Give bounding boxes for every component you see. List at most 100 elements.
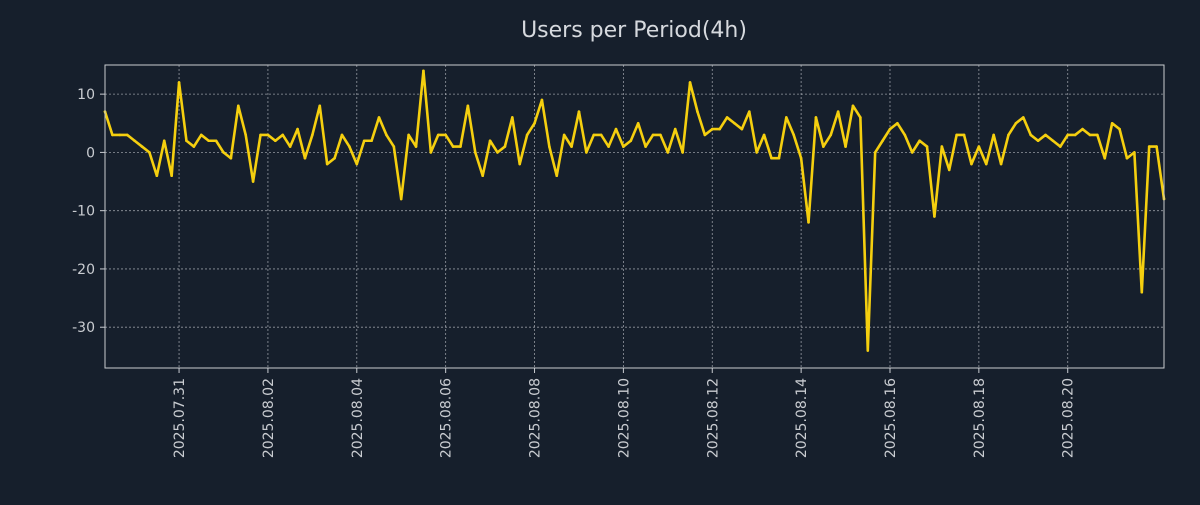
- data-point: [422, 69, 425, 73]
- data-point: [1059, 145, 1062, 148]
- data-point: [355, 162, 359, 166]
- data-point: [718, 127, 721, 131]
- data-point: [540, 98, 544, 102]
- data-point: [599, 133, 603, 137]
- data-point: [703, 133, 707, 137]
- data-point: [866, 349, 870, 352]
- data-point: [570, 145, 573, 148]
- chart-title: Users per Period(4h): [521, 18, 747, 43]
- data-point: [1021, 116, 1025, 119]
- data-point: [1147, 145, 1151, 148]
- data-point: [370, 139, 373, 143]
- data-point: [762, 133, 766, 137]
- data-point: [562, 133, 566, 137]
- data-point: [488, 139, 492, 143]
- data-point: [140, 145, 144, 148]
- data-point: [1029, 133, 1032, 137]
- data-point: [785, 116, 788, 119]
- data-point: [622, 145, 625, 148]
- data-point: [525, 133, 529, 137]
- data-point: [1007, 133, 1010, 137]
- data-point: [1014, 121, 1018, 125]
- data-point: [992, 133, 995, 137]
- y-tick-label: 10: [77, 87, 95, 103]
- data-point: [955, 133, 958, 137]
- data-point: [274, 139, 277, 143]
- data-point: [1066, 133, 1070, 137]
- data-point: [777, 156, 781, 160]
- data-point: [696, 110, 699, 113]
- data-point: [237, 104, 240, 108]
- x-tick-label: 2025.08.18: [972, 378, 988, 458]
- data-point: [496, 151, 499, 154]
- data-point: [814, 116, 818, 119]
- data-point: [111, 133, 114, 137]
- data-point: [214, 139, 218, 143]
- data-point: [192, 145, 196, 148]
- data-point: [1118, 127, 1121, 131]
- data-point: [999, 162, 1003, 166]
- x-tick-label: 2025.08.20: [1061, 378, 1077, 458]
- data-point: [207, 139, 210, 143]
- data-point: [903, 133, 907, 137]
- data-point: [444, 133, 447, 137]
- data-point: [970, 162, 973, 166]
- data-point: [296, 127, 299, 131]
- data-point: [614, 127, 618, 131]
- data-point: [1044, 133, 1047, 137]
- data-point: [1051, 139, 1055, 143]
- data-point: [451, 145, 455, 148]
- data-point: [436, 133, 440, 137]
- data-point: [333, 156, 336, 160]
- data-point: [947, 168, 951, 172]
- data-point: [644, 145, 647, 148]
- x-tick-label: 2025.08.08: [528, 378, 544, 458]
- data-point: [1073, 133, 1077, 137]
- data-point: [288, 145, 292, 148]
- data-point: [1036, 139, 1040, 143]
- data-point: [807, 221, 810, 224]
- data-point: [710, 127, 714, 131]
- series-layer: [103, 69, 1166, 352]
- data-point: [910, 151, 914, 154]
- data-point: [1088, 133, 1092, 137]
- x-axis-ticks: 2025.07.31 2025.08.02 2025.08.04 2025.08.06…: [172, 368, 1077, 458]
- data-point: [244, 133, 248, 137]
- data-point: [533, 121, 536, 125]
- data-point: [725, 116, 729, 119]
- y-tick-label: -10: [72, 204, 95, 220]
- data-point: [155, 174, 159, 178]
- data-point: [607, 145, 610, 148]
- data-point: [962, 133, 966, 137]
- data-point: [162, 139, 166, 143]
- data-point: [1125, 156, 1129, 160]
- data-point: [659, 133, 662, 137]
- data-point: [918, 139, 921, 143]
- data-point: [844, 145, 847, 148]
- data-point: [896, 121, 899, 125]
- series-points: [103, 69, 1166, 352]
- data-point: [836, 110, 840, 113]
- data-point: [933, 215, 936, 218]
- data-point: [340, 133, 344, 137]
- data-point: [822, 145, 825, 148]
- x-tick-label: 2025.08.04: [350, 378, 366, 458]
- data-point: [977, 145, 981, 148]
- data-point: [481, 174, 484, 178]
- data-point: [266, 133, 270, 137]
- data-point: [362, 139, 366, 143]
- data-point: [133, 139, 136, 143]
- data-point: [940, 145, 944, 148]
- data-point: [1140, 290, 1144, 294]
- data-point: [1110, 121, 1114, 125]
- data-point: [859, 116, 862, 119]
- data-point: [170, 174, 173, 178]
- data-point: [177, 81, 181, 84]
- data-point: [651, 133, 655, 137]
- data-point: [199, 133, 203, 137]
- data-point: [399, 197, 403, 201]
- data-point: [222, 151, 225, 154]
